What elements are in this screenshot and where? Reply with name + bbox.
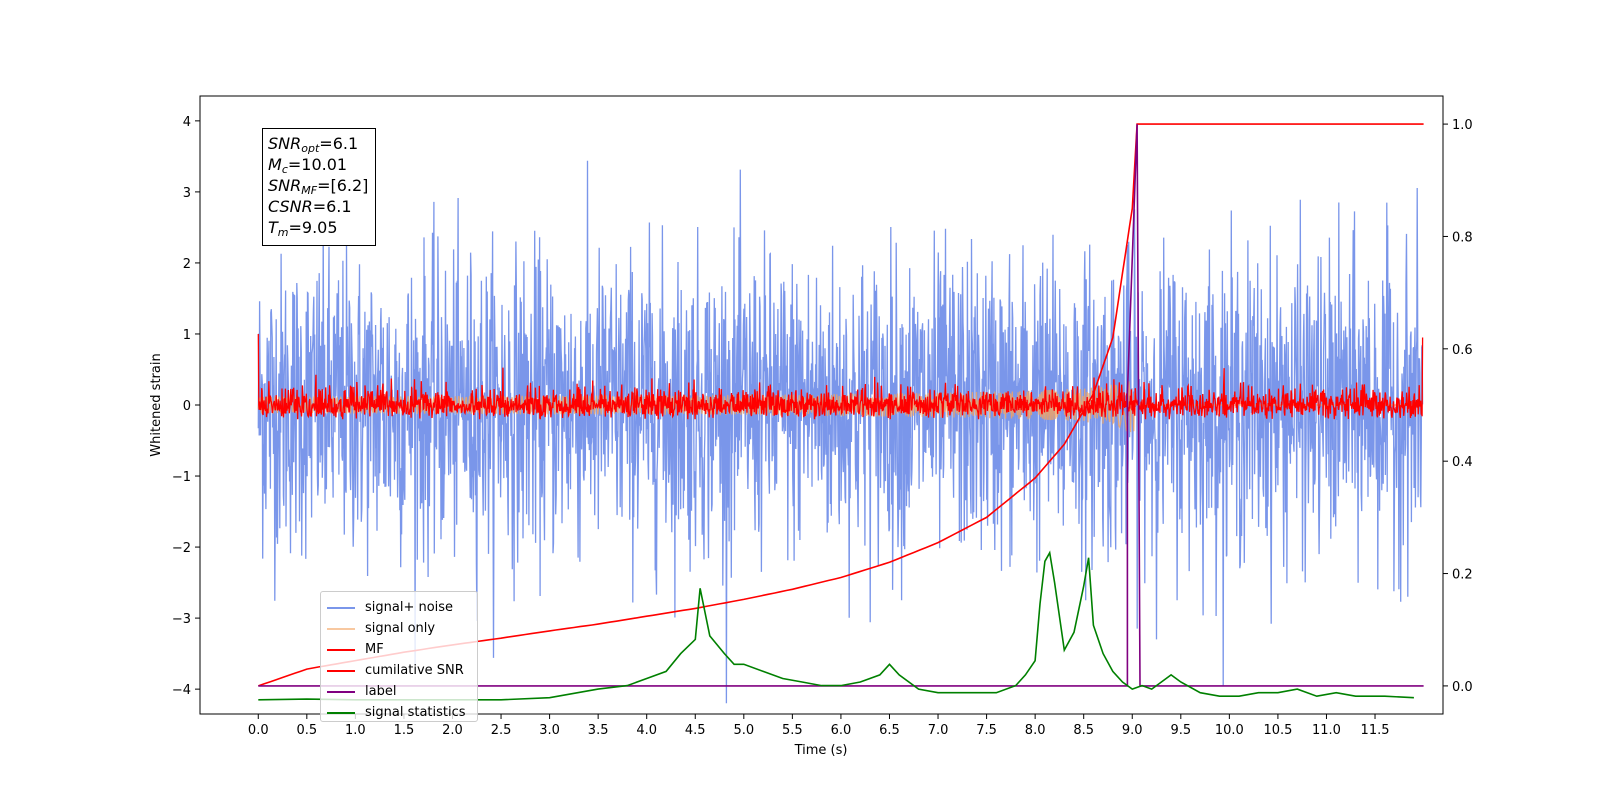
legend-swatch [327,606,355,609]
y-right-tick-label: 0.8 [1452,230,1473,245]
x-tick-label: 2.0 [442,723,463,738]
y-tick-label: −1 [172,470,191,485]
axes-layer: 0.0 0.5 1.0 1.5 2.0 2.5 3.0 3.5 4.0 4.5 5.0 5.5 6.0 6… [172,115,1473,738]
x-tick-label: 1.0 [345,723,366,738]
y-right-tick-label: 0.0 [1452,680,1473,695]
legend-item: signal+ noise [327,597,471,618]
parameter-line: SNRMF=[6.2] [268,176,369,197]
y-tick-label: 4 [183,115,191,130]
legend-swatch [327,627,355,630]
x-tick-label: 5.0 [733,723,754,738]
parameter-line: Tm=9.05 [268,218,338,239]
legend-swatch [327,711,355,714]
y-tick-label: 1 [183,328,191,343]
parameter-box: SNRopt=6.1 Mc=10.01 SNRMF=[6.2] CSNR=6.1 Tm=… [262,128,376,246]
x-axis-label: Time (s) [794,743,848,758]
legend-swatch [327,690,355,693]
x-tick-label: 0.0 [248,723,269,738]
x-tick-label: 4.5 [685,723,706,738]
legend-label: signal only [365,621,436,636]
series-mf [257,333,1424,420]
x-tick-label: 9.5 [1170,723,1191,738]
y-right-tick-label: 1.0 [1452,118,1473,133]
legend-swatch [327,669,355,672]
y-tick-label: −3 [172,612,191,627]
parameter-line: Mc=10.01 [268,155,348,176]
legend-swatch [327,648,355,651]
y-tick-label: −4 [172,683,191,698]
x-tick-label: 3.0 [539,723,560,738]
legend-item: cumilative SNR [327,660,471,681]
legend-item: MF [327,639,471,660]
y-tick-label: −2 [172,541,191,556]
x-tick-label: 9.0 [1122,723,1143,738]
series-signal-statistics [258,550,1414,701]
series-signal-noise [257,160,1424,704]
legend-label: signal+ noise [365,600,454,615]
y-tick-label: 0 [183,399,191,414]
y-tick-label: 3 [183,186,191,201]
series-signal-only [257,381,1423,433]
legend-item: label [327,681,471,702]
x-tick-label: 4.0 [636,723,657,738]
y-right-tick-label: 0.6 [1452,343,1473,358]
y-axis-label: Whitened strain [149,353,164,456]
x-tick-label: 1.5 [394,723,415,738]
x-tick-label: 3.5 [588,723,609,738]
x-tick-label: 2.5 [491,723,512,738]
x-tick-label: 6.0 [831,723,852,738]
y-right-tick-label: 0.2 [1452,568,1473,583]
parameter-line: SNRopt=6.1 [268,134,359,155]
x-tick-label: 5.5 [782,723,803,738]
x-tick-label: 7.5 [976,723,997,738]
x-tick-label: 10.0 [1215,723,1244,738]
legend-label: label [365,684,397,699]
legend-item: signal only [327,618,471,639]
x-tick-label: 11.5 [1361,723,1390,738]
y-right-tick-label: 0.4 [1452,455,1473,470]
x-tick-label: 6.5 [879,723,900,738]
legend-label: cumilative SNR [365,663,464,678]
x-tick-label: 11.0 [1312,723,1341,738]
x-tick-label: 10.5 [1263,723,1292,738]
x-tick-label: 7.0 [928,723,949,738]
x-tick-label: 8.0 [1025,723,1046,738]
legend-label: MF [365,642,384,657]
parameter-line: CSNR=6.1 [268,197,352,216]
y-tick-label: 2 [183,257,191,272]
x-tick-label: 0.5 [296,723,317,738]
x-tick-label: 8.5 [1073,723,1094,738]
legend-item: signal statistics [327,702,471,723]
legend: signal+ noise signal only MF cumilative SNR… [320,591,478,722]
legend-label: signal statistics [365,705,466,720]
